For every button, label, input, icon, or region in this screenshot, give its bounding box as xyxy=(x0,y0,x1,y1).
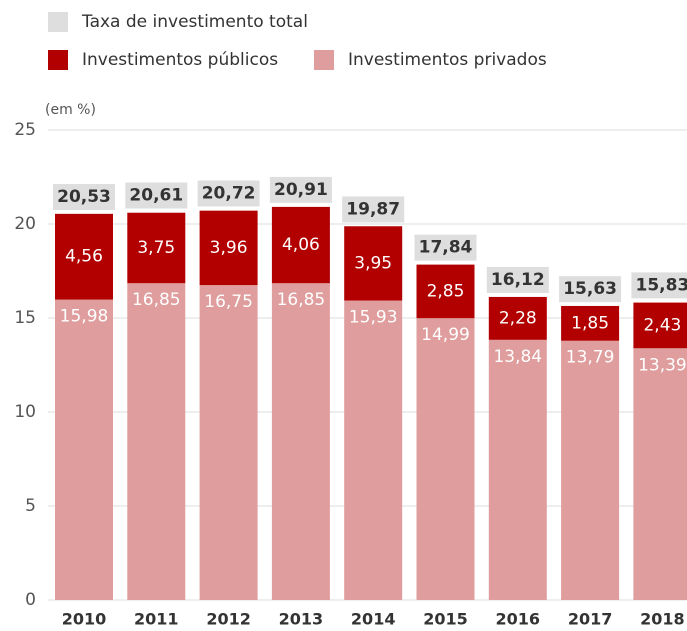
bar-segment xyxy=(561,305,620,341)
bar-segment xyxy=(271,283,330,600)
bar-segment xyxy=(561,340,620,600)
x-tick-label: 2017 xyxy=(568,610,613,629)
value-label: 13,79 xyxy=(566,348,615,368)
x-tick-label: 2018 xyxy=(640,610,685,629)
total-label-box xyxy=(631,272,687,299)
value-label: 15,98 xyxy=(60,307,109,327)
total-label: 20,72 xyxy=(202,183,256,203)
x-tick-label: 2010 xyxy=(62,610,107,629)
x-tick-label: 2014 xyxy=(351,610,396,629)
value-label: 2,28 xyxy=(499,308,537,328)
total-label-box xyxy=(342,196,405,223)
value-label: 13,84 xyxy=(493,347,542,367)
y-tick-label: 15 xyxy=(14,308,36,328)
total-label: 15,83 xyxy=(636,275,687,295)
bar-segment xyxy=(127,212,186,284)
y-tick-label: 5 xyxy=(25,496,36,516)
bar-segment xyxy=(416,318,475,600)
value-label: 16,85 xyxy=(132,290,181,310)
bar-segment xyxy=(344,300,403,600)
bar-segment xyxy=(199,285,258,600)
value-label: 3,75 xyxy=(137,238,175,258)
bar-segment xyxy=(344,226,403,301)
value-label: 1,85 xyxy=(571,313,609,333)
value-label: 14,99 xyxy=(421,325,470,345)
x-tick-label: 2013 xyxy=(279,610,324,629)
total-label-box xyxy=(486,266,549,293)
bar-segment xyxy=(416,264,475,319)
bar-segment xyxy=(271,206,330,284)
legend-swatch xyxy=(48,12,68,32)
total-label-box xyxy=(269,176,332,203)
legend-swatch xyxy=(314,50,334,70)
total-label-box xyxy=(53,184,115,211)
total-label: 17,84 xyxy=(419,238,473,258)
x-tick-label: 2015 xyxy=(423,610,468,629)
total-label: 15,63 xyxy=(563,279,617,299)
legend-label: Investimentos privados xyxy=(348,50,547,70)
x-tick-label: 2016 xyxy=(496,610,541,629)
bar-segment xyxy=(488,296,547,340)
value-label: 15,93 xyxy=(349,308,398,328)
value-label: 2,43 xyxy=(643,315,681,335)
value-label: 3,96 xyxy=(210,238,248,258)
bar-segment xyxy=(55,299,113,600)
legend-swatch xyxy=(48,50,68,70)
total-label: 19,87 xyxy=(346,199,400,219)
y-tick-label: 0 xyxy=(25,590,36,610)
value-label: 4,56 xyxy=(65,247,103,267)
value-label: 4,06 xyxy=(282,235,320,255)
bar-segment xyxy=(55,213,113,300)
legend-label: Investimentos públicos xyxy=(82,50,278,70)
total-label-box xyxy=(125,182,188,209)
total-label-box xyxy=(559,276,622,303)
total-label: 20,61 xyxy=(129,186,183,206)
value-label: 16,85 xyxy=(277,290,326,310)
bar-segment xyxy=(199,210,258,286)
y-tick-label: 10 xyxy=(14,402,36,422)
bar-segment xyxy=(633,302,687,349)
total-label: 20,91 xyxy=(274,180,328,200)
bar-segment xyxy=(127,283,186,600)
value-label: 3,95 xyxy=(354,253,392,273)
total-label-box xyxy=(414,234,477,261)
total-label-box xyxy=(197,180,260,207)
y-tick-label: 20 xyxy=(14,214,36,234)
value-label: 2,85 xyxy=(427,281,465,301)
value-label: 13,39 xyxy=(638,355,687,375)
value-label: 16,75 xyxy=(204,292,253,312)
axis-unit-label: (em %) xyxy=(45,102,96,118)
x-tick-label: 2011 xyxy=(134,610,179,629)
y-tick-label: 25 xyxy=(14,120,36,140)
x-tick-label: 2012 xyxy=(206,610,251,629)
bar-segment xyxy=(488,339,547,600)
total-label: 16,12 xyxy=(491,270,545,290)
bar-segment xyxy=(633,348,687,600)
legend-label: Taxa de investimento total xyxy=(81,12,308,32)
total-label: 20,53 xyxy=(57,187,111,207)
